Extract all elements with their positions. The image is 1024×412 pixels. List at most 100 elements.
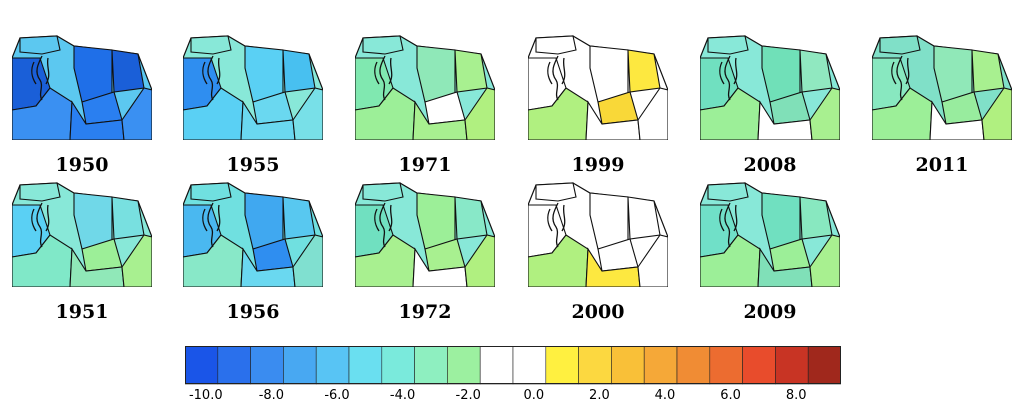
year-label: 2009 <box>743 301 797 323</box>
water-outline <box>891 55 910 101</box>
colorbar-swatch <box>643 346 678 385</box>
map-region <box>872 87 933 140</box>
colorbar-swatch <box>545 346 579 385</box>
map-region <box>190 35 232 55</box>
colorbar-swatch <box>315 346 350 385</box>
map-region <box>757 100 813 140</box>
colorbar-swatch <box>185 346 219 385</box>
color-legend: -10.0-8.0-6.0-4.0-2.00.02.04.06.08.010.0 <box>185 346 841 406</box>
map-region <box>121 87 152 140</box>
map-region <box>416 45 456 103</box>
map-region <box>464 234 495 287</box>
water-outline <box>374 55 393 101</box>
map-region <box>73 45 113 103</box>
colorbar-swatch <box>283 346 317 385</box>
map-region <box>19 35 61 55</box>
colorbar-tick-label: 6.0 <box>720 388 741 403</box>
map-region <box>981 87 1012 140</box>
map-region <box>19 182 61 202</box>
colorbar-tick-label: 2.0 <box>589 388 610 403</box>
water-outline <box>719 55 738 101</box>
map-region <box>12 234 73 287</box>
colorbar-tick-label: -2.0 <box>456 388 481 403</box>
colorbar-tick-label: 8.0 <box>786 388 807 403</box>
map-region <box>190 182 232 202</box>
colorbar-svg: -10.0-8.0-6.0-4.0-2.00.02.04.06.08.010.0 <box>185 346 841 403</box>
map-region <box>761 192 801 250</box>
colorbar-swatch <box>414 346 448 385</box>
colorbar-tick-label: -4.0 <box>390 388 415 403</box>
colorbar-swatch <box>381 346 415 385</box>
colorbar-swatch <box>578 346 612 385</box>
colorbar-swatch <box>676 346 711 385</box>
map-region <box>12 87 73 140</box>
map-region <box>535 35 577 55</box>
map-region <box>292 87 323 140</box>
map-region <box>528 234 589 287</box>
map-region <box>589 45 629 103</box>
colorbar-swatch <box>709 346 743 385</box>
year-label: 1999 <box>571 154 625 176</box>
map-region <box>707 182 749 202</box>
map-region <box>121 234 152 287</box>
year-label: 1950 <box>55 154 109 176</box>
colorbar-swatch <box>217 346 251 385</box>
map-region <box>240 100 296 140</box>
colorbar-swatch <box>479 346 514 385</box>
map-region <box>528 87 589 140</box>
map-region <box>355 234 416 287</box>
year-label: 1951 <box>55 301 109 323</box>
map-region <box>637 234 668 287</box>
map-region <box>73 192 113 250</box>
state-map-1956 <box>183 175 323 287</box>
state-map-1951 <box>12 175 152 287</box>
map-region <box>244 192 284 250</box>
colorbar-tick-label: -8.0 <box>259 388 284 403</box>
map-region <box>464 87 495 140</box>
map-region <box>757 247 813 287</box>
year-label: 2011 <box>915 154 969 176</box>
colorbar-swatch <box>775 346 809 385</box>
map-region <box>362 35 404 55</box>
state-map-1999 <box>528 28 668 140</box>
colorbar-tick-label: -10.0 <box>189 388 223 403</box>
map-region <box>809 234 840 287</box>
map-region <box>69 247 125 287</box>
map-region <box>244 45 284 103</box>
water-outline <box>31 55 50 101</box>
state-map-1971 <box>355 28 495 140</box>
state-map-1955 <box>183 28 323 140</box>
colorbar-swatch <box>742 346 776 385</box>
water-outline <box>202 202 221 248</box>
water-outline <box>547 202 566 248</box>
colorbar-swatch <box>512 346 547 385</box>
colorbar-tick-label: 4.0 <box>655 388 676 403</box>
map-region <box>929 100 985 140</box>
state-map-1972 <box>355 175 495 287</box>
water-outline <box>202 55 221 101</box>
colorbar-tick-label: -6.0 <box>324 388 349 403</box>
map-region <box>362 182 404 202</box>
year-label: 1972 <box>398 301 452 323</box>
map-region <box>535 182 577 202</box>
map-region <box>412 247 468 287</box>
map-region <box>933 45 973 103</box>
water-outline <box>374 202 393 248</box>
map-region <box>589 192 629 250</box>
year-label: 1956 <box>226 301 280 323</box>
state-map-2000 <box>528 175 668 287</box>
colorbar-swatch <box>807 346 841 385</box>
map-region <box>700 234 761 287</box>
year-label: 1955 <box>226 154 280 176</box>
year-label: 1971 <box>398 154 452 176</box>
state-map-1950 <box>12 28 152 140</box>
state-map-2009 <box>700 175 840 287</box>
map-region <box>707 35 749 55</box>
map-region <box>809 87 840 140</box>
year-label: 2000 <box>571 301 625 323</box>
colorbar-swatch <box>447 346 481 385</box>
water-outline <box>547 55 566 101</box>
colorbar-frame <box>185 346 841 384</box>
state-map-2011 <box>872 28 1012 140</box>
water-outline <box>31 202 50 248</box>
